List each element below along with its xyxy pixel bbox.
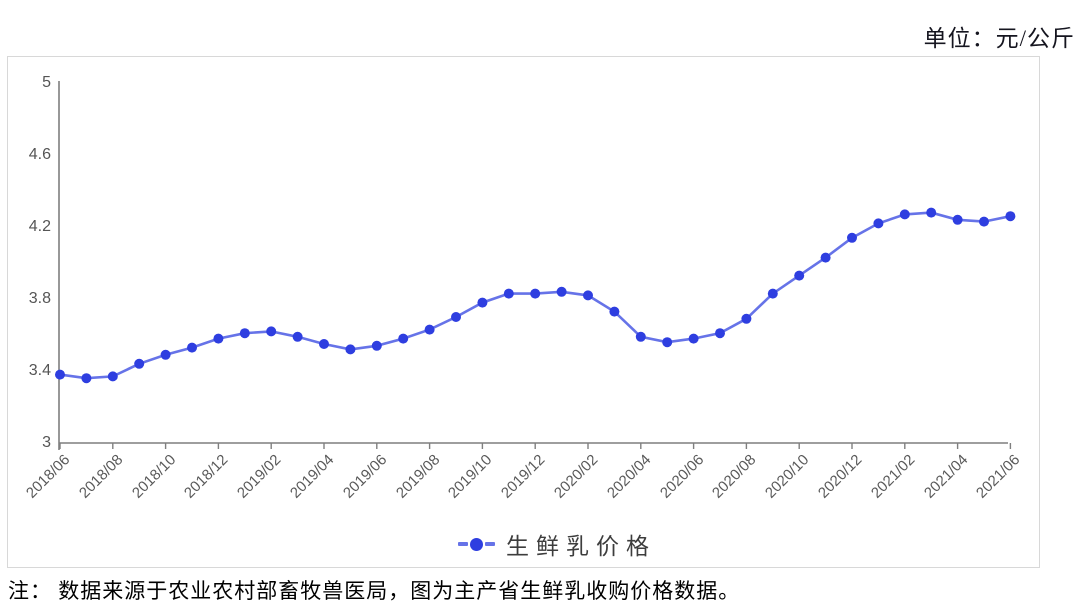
data-point-marker [688, 333, 699, 344]
legend-marker-icon [470, 537, 483, 551]
data-point-marker [107, 371, 118, 382]
data-point-marker [319, 339, 329, 349]
data-point-marker [979, 216, 989, 227]
data-point-marker [266, 326, 277, 337]
data-point-marker [345, 344, 356, 355]
data-point-marker [55, 369, 65, 380]
y-axis-tick-label: 3 [42, 434, 51, 451]
data-point-marker [952, 214, 963, 225]
legend-line-icon [458, 542, 468, 546]
data-point-marker [213, 333, 224, 344]
data-point-marker [794, 270, 805, 281]
data-point-marker [556, 286, 567, 297]
data-point-marker [371, 340, 382, 351]
chart-container: 3 3.4 3.8 4.2 4.6 5 2018/06 2018/08 2018/10 2018… [7, 56, 1040, 568]
y-axis-tick-label: 3.4 [28, 362, 51, 379]
legend: 生鲜乳价格 [458, 531, 656, 559]
data-point-marker [530, 288, 541, 299]
data-point-marker [292, 331, 303, 342]
y-axis-tick-label: 5 [42, 74, 51, 91]
y-axis-tick-label: 4.6 [28, 146, 51, 163]
data-point-marker [424, 324, 435, 335]
data-point-marker [134, 358, 145, 369]
data-point-marker [635, 331, 646, 342]
data-point-marker [398, 333, 409, 344]
legend-line-icon [485, 542, 495, 546]
data-point-marker [873, 218, 884, 229]
data-point-marker [239, 328, 250, 339]
footnote: 注： 数据来源于农业农村部畜牧兽医局，图为主产省生鲜乳收购价格数据。 [8, 579, 741, 603]
data-point-marker [160, 349, 171, 360]
data-point-marker [662, 337, 673, 348]
data-point-marker [1005, 211, 1016, 222]
y-axis-tick-label: 3.8 [28, 290, 51, 307]
data-point-marker [715, 328, 725, 339]
data-point-marker [899, 209, 910, 220]
data-point-marker [741, 313, 752, 324]
data-point-marker [847, 232, 857, 243]
data-point-marker [187, 342, 197, 353]
unit-label: 单位：元/公斤 [923, 26, 1075, 51]
data-point-marker [820, 252, 831, 263]
data-point-marker [477, 297, 488, 308]
raw-milk-price-line-chart [55, 81, 1016, 450]
legend-series-label: 生鲜乳价格 [506, 534, 656, 559]
data-point-marker [926, 207, 937, 218]
y-axis-tick-label: 4.2 [28, 218, 51, 235]
data-point-marker [583, 290, 593, 301]
data-point-marker [609, 306, 620, 317]
data-point-marker [81, 373, 92, 384]
data-point-marker [451, 312, 461, 322]
data-point-marker [767, 288, 778, 299]
data-point-marker [503, 288, 514, 299]
